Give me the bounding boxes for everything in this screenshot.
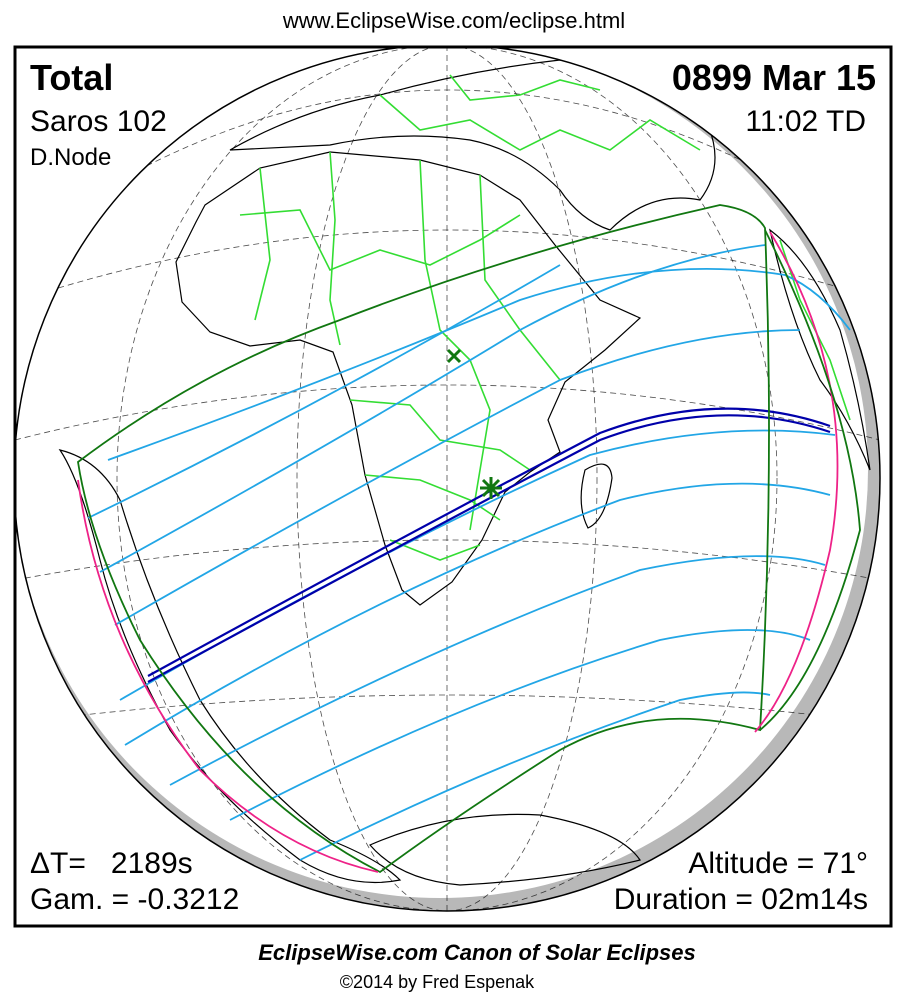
globe [15, 47, 881, 912]
duration: Duration = 02m14s [614, 883, 868, 916]
url: www.EclipseWise.com/eclipse.html [282, 8, 625, 33]
eclipse-path [77, 204, 861, 874]
credit: ©2014 by Fred Espenak [340, 972, 535, 992]
date: 0899 Mar 15 [672, 57, 876, 98]
saros: Saros 102 [30, 105, 167, 138]
eclipse-type: Total [30, 57, 113, 98]
gamma: Gam. = -0.3212 [30, 883, 239, 916]
delta-t: ΔT= 2189s [30, 847, 193, 880]
frame [13, 45, 893, 928]
time: 11:02 TD [745, 105, 866, 138]
footer-title: EclipseWise.com Canon of Solar Eclipses [258, 940, 696, 965]
altitude: Altitude = 71° [688, 847, 868, 880]
node: D.Node [30, 144, 111, 171]
